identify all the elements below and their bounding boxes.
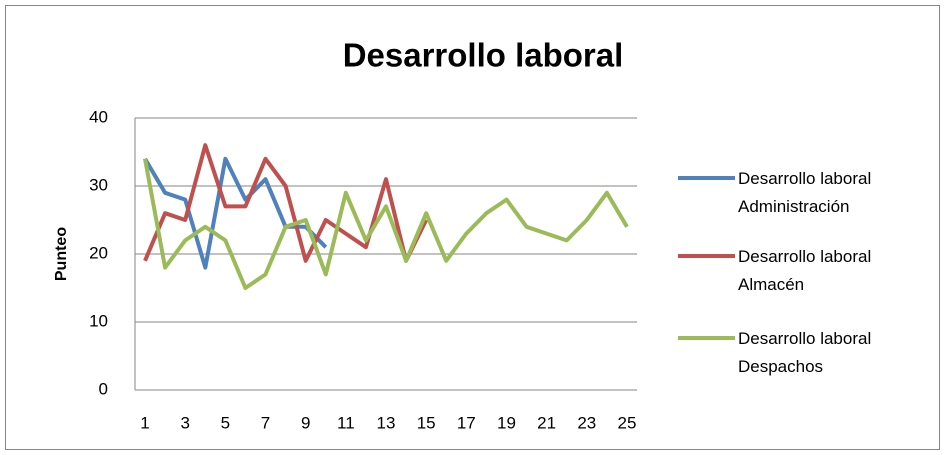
x-tick-label: 15 [417, 413, 436, 432]
x-tick-label: 19 [497, 413, 516, 432]
x-tick-label: 7 [261, 413, 270, 432]
x-tick-label: 13 [377, 413, 396, 432]
legend-label: Desarrollo laboral Despachos [738, 329, 872, 376]
y-axis-title: Punteo [53, 227, 70, 281]
x-tick-label: 17 [457, 413, 476, 432]
legend-label: Desarrollo laboral Administración [738, 169, 872, 216]
y-tick-label: 20 [89, 243, 108, 262]
x-tick-label: 1 [140, 413, 149, 432]
x-tick-label: 23 [577, 413, 596, 432]
legend-label: Desarrollo laboral Almacén [738, 247, 872, 294]
x-tick-label: 5 [221, 413, 230, 432]
series-line [143, 158, 629, 290]
y-tick-label: 40 [89, 107, 108, 126]
x-tick-label: 25 [617, 413, 636, 432]
series-line [143, 143, 428, 263]
y-tick-label: 0 [99, 379, 108, 398]
y-tick-label: 10 [89, 311, 108, 330]
x-tick-label: 9 [301, 413, 310, 432]
x-tick-label: 21 [537, 413, 556, 432]
y-tick-label: 30 [89, 175, 108, 194]
x-tick-label: 3 [180, 413, 189, 432]
chart-title: Desarrollo laboral [343, 37, 624, 74]
x-tick-label: 11 [337, 413, 355, 432]
